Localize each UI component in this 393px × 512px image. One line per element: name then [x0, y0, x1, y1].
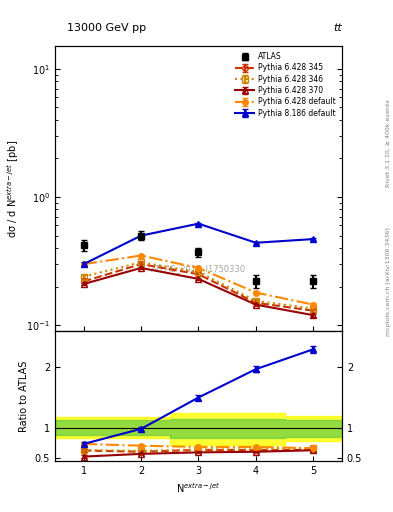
Text: tt: tt	[333, 23, 342, 33]
Text: ATLAS_2019_I1750330: ATLAS_2019_I1750330	[151, 264, 246, 273]
Y-axis label: Ratio to ATLAS: Ratio to ATLAS	[19, 360, 29, 432]
Text: 13000 GeV pp: 13000 GeV pp	[67, 23, 146, 33]
X-axis label: N$^{extra-jet}$: N$^{extra-jet}$	[176, 481, 221, 495]
Y-axis label: dσ / d N$^{extra-jet}$ [pb]: dσ / d N$^{extra-jet}$ [pb]	[5, 140, 21, 238]
Text: Rivet 3.1.10, ≥ 400k events: Rivet 3.1.10, ≥ 400k events	[386, 99, 391, 187]
Text: mcplots.cern.ch [arXiv:1306.3436]: mcplots.cern.ch [arXiv:1306.3436]	[386, 227, 391, 336]
Legend: ATLAS, Pythia 6.428 345, Pythia 6.428 346, Pythia 6.428 370, Pythia 6.428 defaul: ATLAS, Pythia 6.428 345, Pythia 6.428 34…	[233, 50, 338, 120]
